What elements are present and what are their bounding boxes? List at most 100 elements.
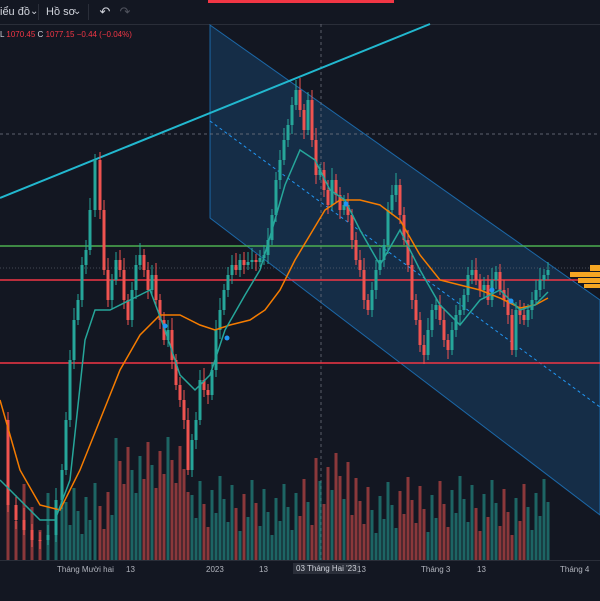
moving-average-slow bbox=[0, 199, 549, 511]
chart-menu[interactable]: iểu đồ bbox=[0, 6, 30, 18]
volume-bar bbox=[218, 476, 222, 560]
volume-bar bbox=[198, 481, 202, 560]
candle-body bbox=[478, 280, 482, 290]
volume-bar bbox=[474, 508, 478, 560]
candle-body bbox=[366, 300, 370, 310]
candle-body bbox=[390, 195, 394, 210]
volume-bar bbox=[358, 501, 362, 560]
volume-bar bbox=[76, 511, 80, 560]
candle-body bbox=[466, 275, 470, 295]
candle-body bbox=[298, 90, 302, 110]
candle-body bbox=[93, 160, 97, 210]
volume-bar bbox=[114, 438, 118, 560]
volume-profile-bar bbox=[578, 278, 600, 283]
volume-bar bbox=[506, 512, 510, 560]
candle-body bbox=[178, 385, 182, 400]
candlesticks bbox=[6, 78, 550, 549]
candle-body bbox=[498, 272, 502, 290]
candle-body bbox=[546, 270, 550, 275]
candle-body bbox=[450, 330, 454, 350]
volume-bar bbox=[414, 523, 418, 560]
toolbar-divider bbox=[88, 4, 89, 20]
volume-bar bbox=[226, 522, 230, 560]
candle-body bbox=[6, 420, 10, 505]
volume-bar bbox=[422, 509, 426, 560]
volume-bar bbox=[126, 447, 130, 560]
volume-bar bbox=[542, 479, 546, 560]
volume-bar bbox=[142, 479, 146, 560]
volume-bar bbox=[278, 521, 282, 560]
candle-body bbox=[126, 300, 130, 320]
candle-body bbox=[22, 520, 26, 530]
volume-bar bbox=[314, 458, 318, 560]
volume-bar bbox=[170, 460, 174, 560]
volume-profile-icon[interactable] bbox=[570, 265, 600, 288]
volume-bar bbox=[306, 502, 310, 560]
volume-bar bbox=[238, 531, 242, 560]
candle-body bbox=[494, 272, 498, 280]
volume-bar bbox=[294, 493, 298, 560]
time-tick: 13 bbox=[259, 565, 268, 574]
candle-body bbox=[454, 315, 458, 330]
trend-line[interactable] bbox=[0, 23, 431, 199]
volume-bar bbox=[290, 530, 294, 560]
candle-body bbox=[254, 260, 258, 262]
candle-body bbox=[370, 290, 374, 310]
volume-bar bbox=[286, 507, 290, 560]
cross-marker bbox=[224, 335, 230, 341]
time-tick: 13 bbox=[357, 565, 366, 574]
candle-body bbox=[350, 215, 354, 240]
volume-bar bbox=[302, 479, 306, 560]
volume-bar bbox=[310, 525, 314, 560]
candle-body bbox=[414, 300, 418, 320]
candle-body bbox=[418, 320, 422, 345]
volume-bar bbox=[202, 504, 206, 560]
time-tick: 2023 bbox=[206, 565, 224, 574]
volume-bar bbox=[234, 508, 238, 560]
candle-body bbox=[230, 265, 234, 275]
volume-bar bbox=[106, 492, 110, 560]
volume-bar bbox=[486, 517, 490, 560]
candle-body bbox=[306, 100, 310, 130]
volume-bar bbox=[210, 490, 214, 560]
volume-bar bbox=[246, 517, 250, 560]
candle-body bbox=[30, 530, 34, 540]
price-chart[interactable] bbox=[0, 0, 600, 560]
volume-bar bbox=[146, 442, 150, 560]
undo-icon[interactable]: ↶ bbox=[99, 4, 111, 19]
profile-menu[interactable]: Hồ sơ bbox=[46, 6, 76, 18]
volume-bar bbox=[526, 507, 530, 560]
volume-bar bbox=[442, 504, 446, 560]
candle-body bbox=[482, 285, 486, 290]
candle-body bbox=[146, 270, 150, 290]
candle-body bbox=[514, 310, 518, 350]
volume-bar bbox=[14, 521, 18, 560]
candle-body bbox=[122, 270, 126, 300]
candle-body bbox=[14, 505, 18, 520]
candle-body bbox=[386, 210, 390, 245]
candle-body bbox=[142, 255, 146, 270]
volume-bar bbox=[80, 534, 84, 560]
volume-bar bbox=[378, 496, 382, 560]
volume-bar bbox=[250, 480, 254, 560]
chevron-down-icon[interactable]: ⌄ bbox=[30, 6, 39, 17]
candle-body bbox=[182, 400, 186, 420]
volume-bar bbox=[298, 516, 302, 560]
candle-body bbox=[358, 260, 362, 270]
volume-bar bbox=[502, 489, 506, 560]
volume-bar bbox=[186, 492, 190, 560]
volume-bar bbox=[514, 498, 518, 560]
volume-bar bbox=[72, 488, 76, 560]
candle-body bbox=[474, 270, 478, 280]
time-axis[interactable]: Tháng Mười hai 13 2023 13 03 Tháng Hai '… bbox=[0, 560, 600, 601]
volume-bar bbox=[242, 494, 246, 560]
redo-icon[interactable]: ↷ bbox=[119, 4, 131, 19]
candle-body bbox=[80, 265, 84, 300]
volume-bar bbox=[98, 506, 102, 560]
volume-bar bbox=[158, 451, 162, 560]
candle-body bbox=[68, 360, 72, 420]
regression-channel[interactable] bbox=[209, 24, 600, 516]
chevron-down-icon[interactable]: ⌄ bbox=[73, 6, 82, 17]
volume-bar bbox=[174, 483, 178, 560]
volume-bar bbox=[138, 456, 142, 560]
